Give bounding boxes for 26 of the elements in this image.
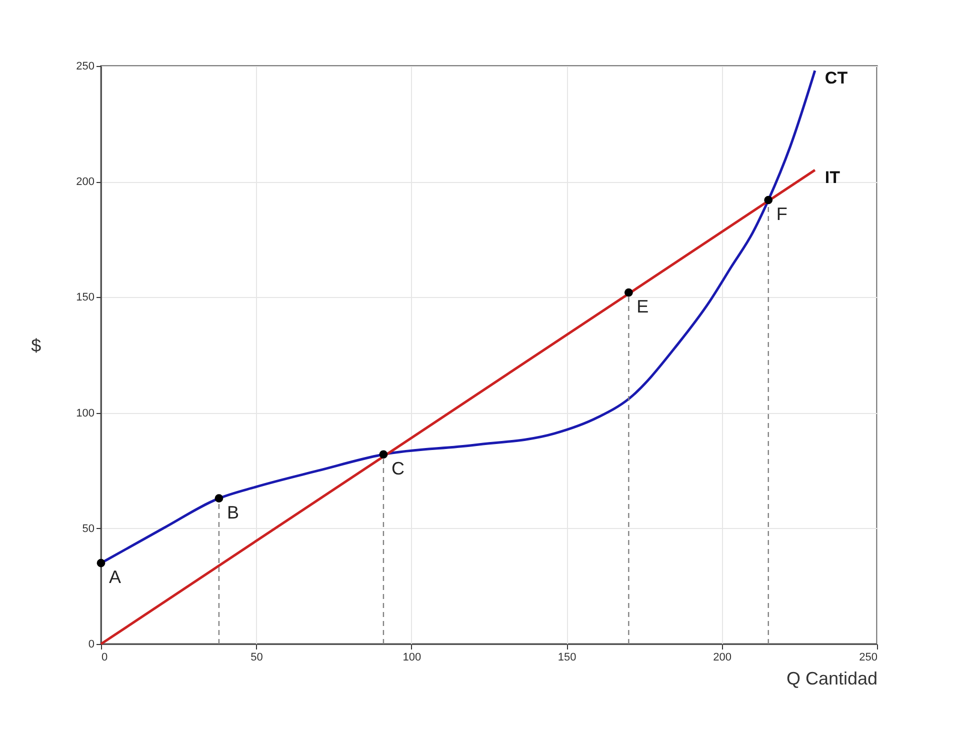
y-tick-label: 200 (76, 176, 94, 188)
annotation: F (776, 204, 788, 224)
y-tick-label: 150 (76, 292, 94, 304)
series-label: IT (824, 168, 841, 188)
y-tick-label: 50 (82, 522, 94, 535)
y-tick-label: 0 (88, 638, 94, 650)
x-tick-label: 150 (558, 652, 576, 664)
y-axis-title: $ (31, 336, 42, 356)
point (96, 558, 106, 568)
x-axis-title: Q Cantidad (786, 668, 878, 688)
point (764, 196, 773, 204)
series-label: CT (824, 68, 848, 88)
x-tick-label: 0 (102, 652, 108, 664)
annotation: A (109, 567, 122, 588)
annotation: C (391, 458, 404, 478)
x-tick-label: 200 (713, 652, 732, 664)
x-tick-label: 50 (250, 652, 263, 664)
annotation: B (226, 502, 239, 522)
point (214, 494, 224, 503)
x-tick-label: 250 (859, 652, 878, 664)
x-tick-label: 100 (402, 652, 422, 664)
point (624, 288, 633, 297)
y-tick-label: 250 (76, 60, 94, 72)
point (379, 450, 388, 459)
y-tick-label: 100 (76, 407, 94, 420)
annotation: E (636, 296, 649, 317)
